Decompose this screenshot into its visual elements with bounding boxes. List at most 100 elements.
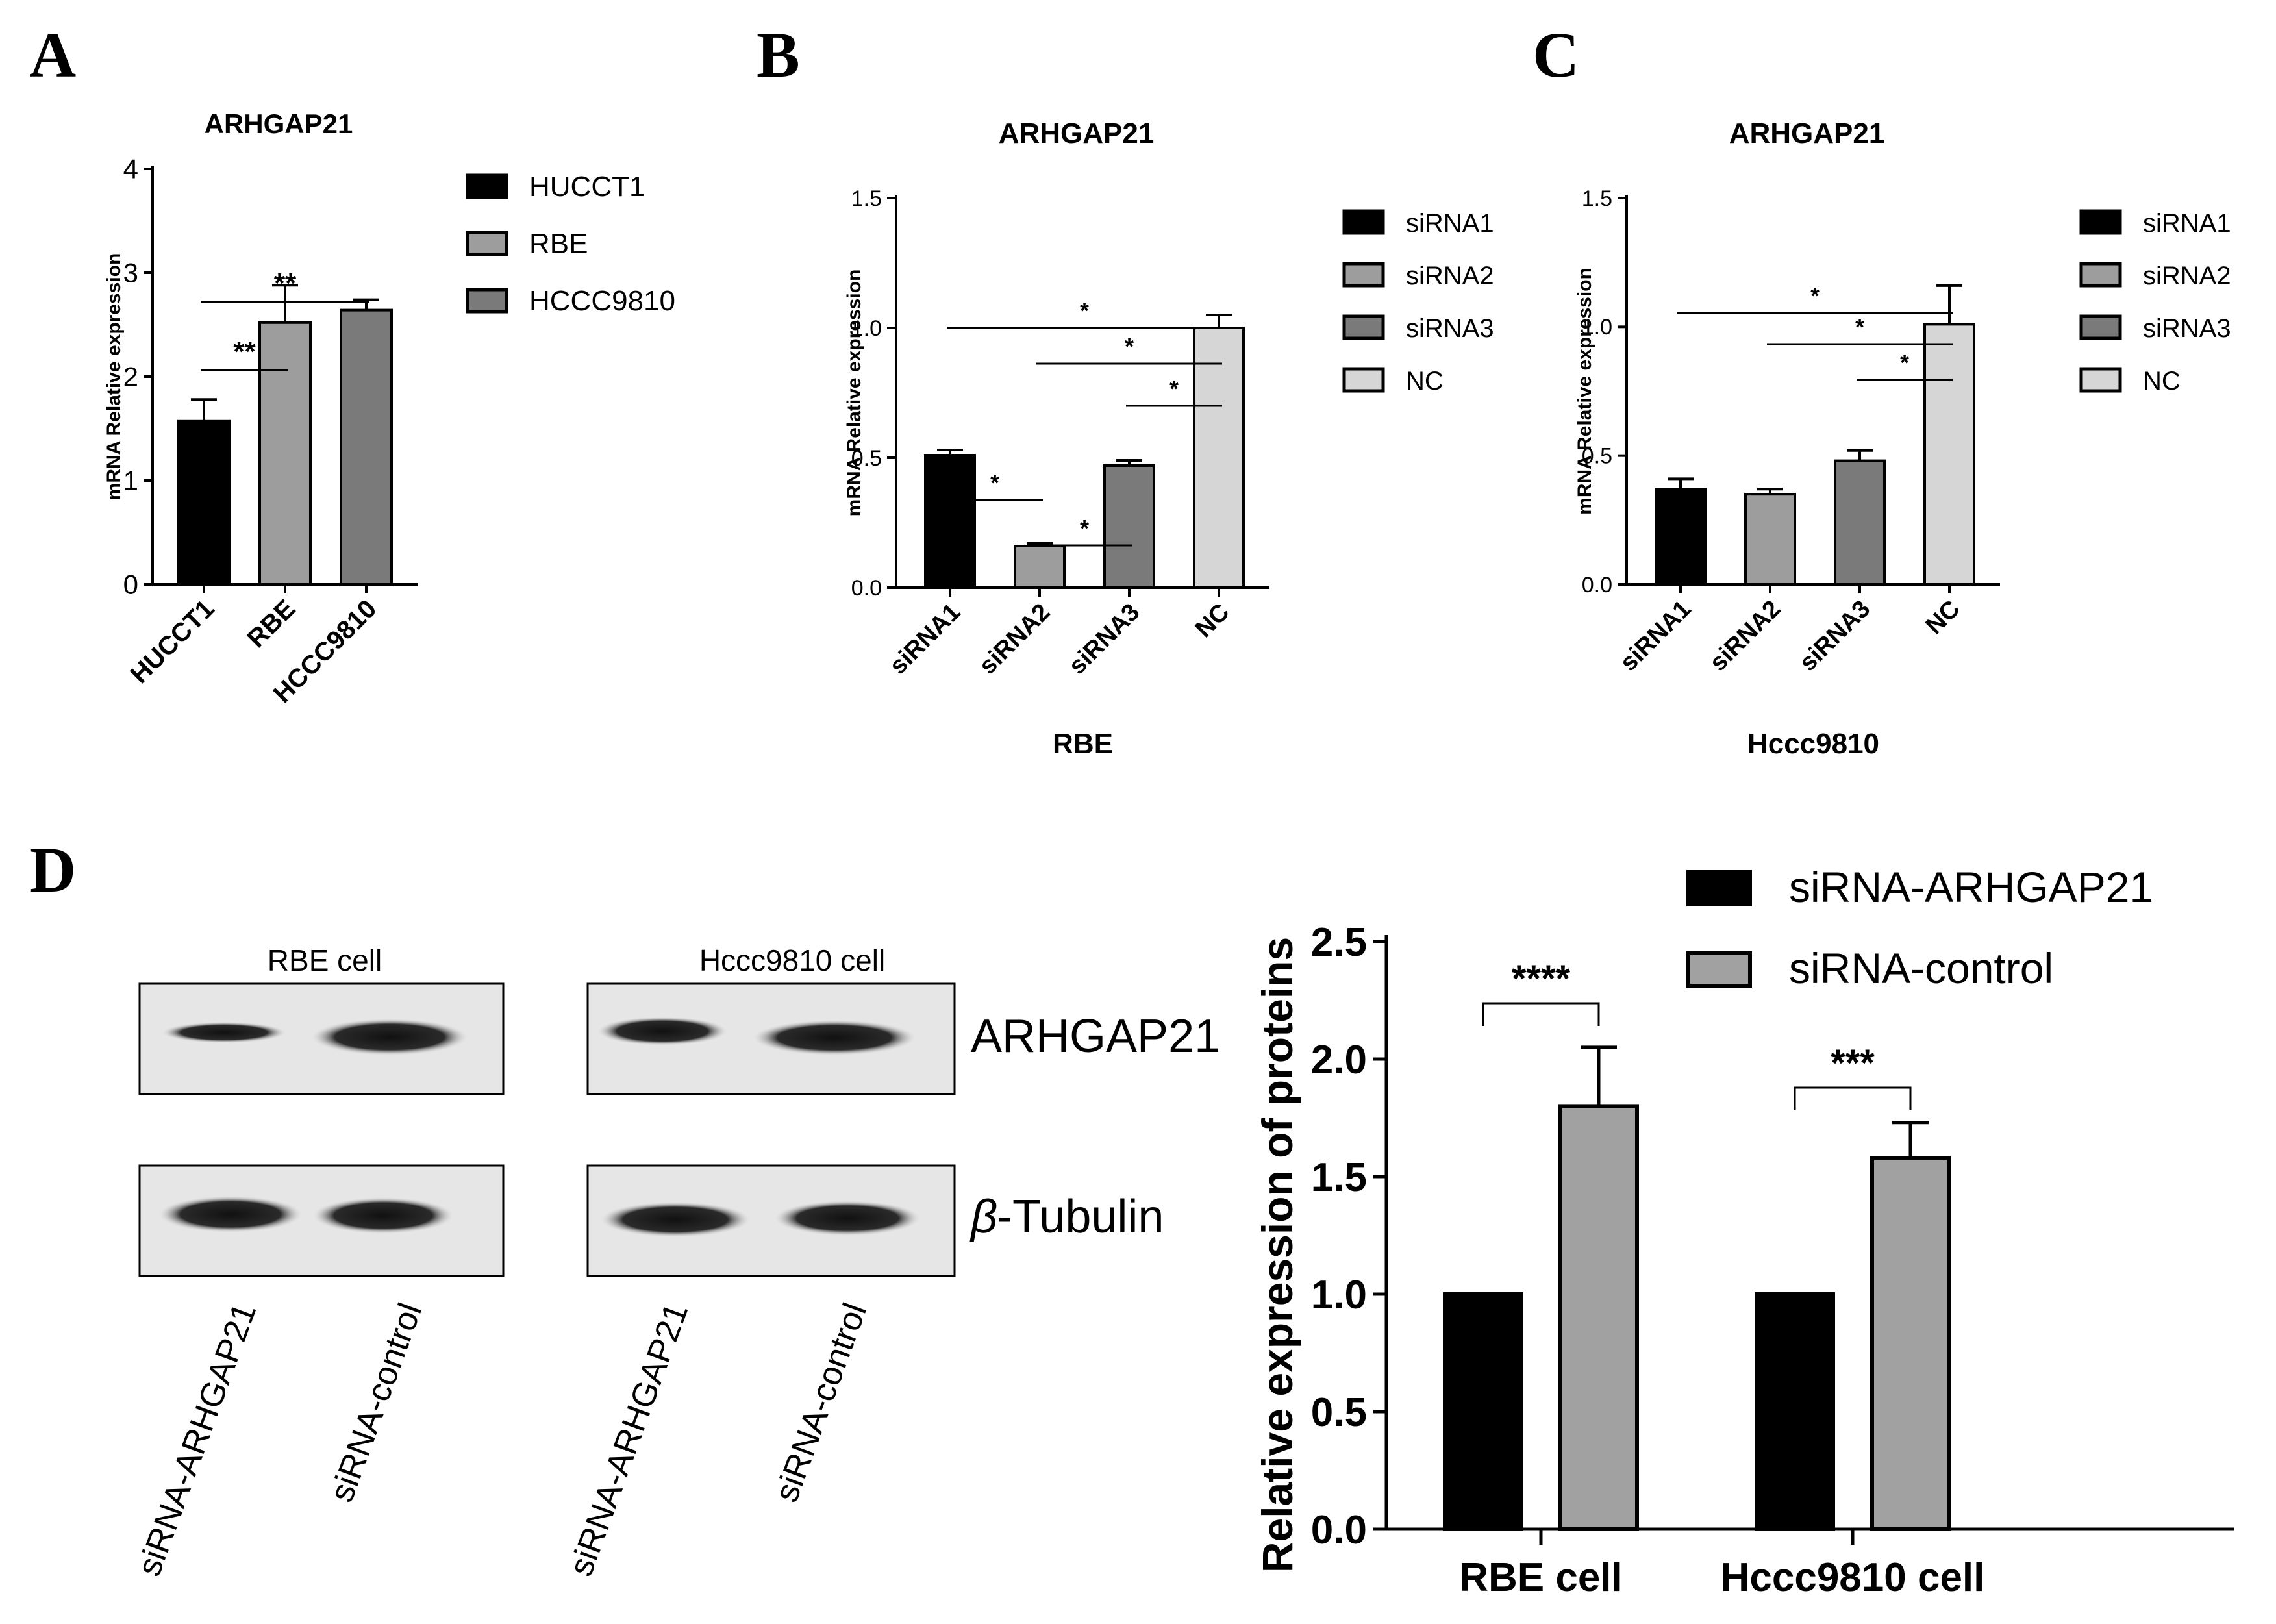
legend-swatch bbox=[2079, 209, 2122, 235]
x-tick-label: siRNA3 bbox=[1794, 595, 1875, 677]
legend-swatch bbox=[1686, 870, 1752, 906]
bar bbox=[1558, 1104, 1639, 1531]
legend-label: NC bbox=[1406, 367, 1444, 395]
band-hccc-tubulin-control bbox=[775, 1201, 920, 1236]
legend-label: HUCCT1 bbox=[529, 171, 645, 203]
legend-label: siRNA2 bbox=[2143, 262, 2231, 290]
significance-label: * bbox=[990, 469, 999, 496]
legend-swatch bbox=[466, 173, 508, 199]
y-tick-label: 0.0 bbox=[1311, 1508, 1367, 1553]
bar bbox=[1193, 327, 1245, 589]
bar bbox=[1103, 464, 1155, 589]
band-hccc-tubulin-sirna bbox=[601, 1202, 750, 1237]
bar bbox=[258, 321, 312, 586]
y-tick-label: 1.0 bbox=[1311, 1273, 1367, 1318]
y-tick-label: 2 bbox=[123, 362, 138, 392]
x-tick-label: RBE bbox=[242, 594, 301, 653]
significance-label: ** bbox=[233, 336, 256, 368]
legend-swatch bbox=[1342, 367, 1385, 393]
y-tick-label: 0.5 bbox=[1582, 444, 1612, 469]
blot-row-label-arhgap21: ARHGAP21 bbox=[971, 1010, 1220, 1062]
y-tick-label: 0.5 bbox=[1311, 1390, 1367, 1435]
panel-letter-c: C bbox=[1532, 19, 1580, 91]
chart-a: ARHGAP21 0 1 2 3 4 mRNA Relative expression HUC… bbox=[103, 108, 675, 708]
bar bbox=[1870, 1156, 1951, 1532]
chart-title: ARHGAP21 bbox=[1729, 118, 1885, 149]
x-tick-label: HUCCT1 bbox=[125, 594, 220, 689]
legend-label: siRNA-ARHGAP21 bbox=[1789, 863, 2153, 911]
band-rbe-arhgap21-control bbox=[312, 1019, 468, 1055]
chart-title: ARHGAP21 bbox=[205, 108, 353, 139]
x-tick-label: siRNA1 bbox=[884, 599, 966, 680]
significance-label: ** bbox=[274, 268, 297, 299]
chart-group: ARHGAP21 0.0 0.5 1.0 1.5 mRNA Relative expres… bbox=[1574, 118, 2231, 760]
y-tick-label: 0 bbox=[123, 569, 138, 600]
y-tick-label: 1.5 bbox=[1311, 1155, 1367, 1200]
bar bbox=[1755, 1292, 1835, 1531]
band-rbe-arhgap21-sirna bbox=[162, 1022, 286, 1043]
blot-title-hccc9810: Hccc9810 cell bbox=[699, 943, 885, 977]
lane-label-rbe-sirna: siRNA-ARHGAP21 bbox=[131, 1298, 264, 1580]
significance-label: * bbox=[1810, 282, 1820, 309]
lane-label-rbe-control: siRNA-control bbox=[323, 1298, 429, 1506]
legend-label: siRNA3 bbox=[1406, 314, 1494, 343]
legend-swatch bbox=[2079, 262, 2122, 288]
y-axis-label: mRNA Relative expression bbox=[1574, 268, 1595, 515]
bar bbox=[177, 419, 231, 586]
panel-letter-b: B bbox=[757, 19, 800, 91]
significance-label: **** bbox=[1512, 958, 1571, 1000]
legend-swatch bbox=[466, 288, 508, 314]
bar bbox=[924, 454, 976, 589]
significance-label: * bbox=[1169, 375, 1179, 402]
x-tick-label: NC bbox=[1190, 599, 1235, 643]
chart-b: ARHGAP21 0.0 0.5 1.0 1.5 mRNA Relative expres… bbox=[844, 118, 1494, 760]
y-tick-label: 1.5 bbox=[1582, 186, 1612, 211]
band-rbe-tubulin-control bbox=[313, 1197, 453, 1234]
significance-label: * bbox=[1900, 349, 1909, 376]
lane-label-hccc-sirna: siRNA-ARHGAP21 bbox=[562, 1298, 696, 1580]
x-axis-label: Hccc9810 bbox=[1747, 728, 1879, 760]
blot-row-label-beta: β bbox=[969, 1191, 997, 1243]
y-axis-label: Relative expression of proteins bbox=[1253, 937, 1301, 1573]
legend-swatch bbox=[1342, 314, 1385, 340]
x-axis-label: RBE bbox=[1053, 728, 1113, 760]
panel-letter-d: D bbox=[29, 834, 77, 906]
band-hccc-arhgap21-sirna bbox=[597, 1017, 727, 1045]
y-axis-label: mRNA Relative expression bbox=[844, 269, 865, 517]
y-tick-label: 0.0 bbox=[1582, 573, 1612, 597]
x-tick-label: siRNA2 bbox=[974, 599, 1055, 680]
x-tick-label: siRNA3 bbox=[1064, 599, 1145, 680]
y-tick-label: 0.5 bbox=[851, 446, 882, 471]
significance-label: * bbox=[1080, 297, 1089, 324]
bar bbox=[1923, 323, 1975, 586]
bar bbox=[1834, 459, 1886, 586]
blot-title-rbe: RBE cell bbox=[268, 943, 382, 977]
y-axis-label: mRNA Relative expression bbox=[103, 253, 125, 501]
bar bbox=[1655, 488, 1707, 586]
y-tick-label: 2.0 bbox=[1311, 1038, 1367, 1082]
legend-label: siRNA1 bbox=[2143, 209, 2231, 238]
significance-label: * bbox=[1855, 314, 1864, 340]
legend-label: siRNA2 bbox=[1406, 262, 1494, 290]
panel-letter-a: A bbox=[29, 19, 77, 91]
legend-swatch bbox=[1686, 951, 1752, 988]
significance-bracket bbox=[1482, 1002, 1600, 1026]
legend-label: HCCC9810 bbox=[529, 285, 675, 317]
bar bbox=[1014, 545, 1066, 589]
x-tick-label: siRNA2 bbox=[1705, 595, 1786, 677]
y-tick-label: 4 bbox=[123, 154, 138, 184]
blot-row-label-tubulin: -Tubulin bbox=[997, 1191, 1164, 1243]
y-tick-label: 1.0 bbox=[1582, 315, 1612, 340]
legend-label: siRNA3 bbox=[2143, 314, 2231, 343]
chart-group: ARHGAP21 0 1 2 3 4 mRNA Relative expression HUC… bbox=[103, 108, 675, 708]
significance-label: * bbox=[1080, 515, 1089, 542]
legend-label: RBE bbox=[529, 228, 588, 260]
y-tick-label: 1.5 bbox=[851, 186, 882, 211]
x-tick-label: siRNA1 bbox=[1615, 595, 1696, 677]
legend-label: siRNA-control bbox=[1789, 944, 2053, 992]
legend-swatch bbox=[1342, 209, 1385, 235]
y-tick-label: 3 bbox=[123, 258, 138, 288]
y-tick-label: 0.0 bbox=[851, 576, 882, 601]
x-tick-label: NC bbox=[1921, 595, 1966, 640]
